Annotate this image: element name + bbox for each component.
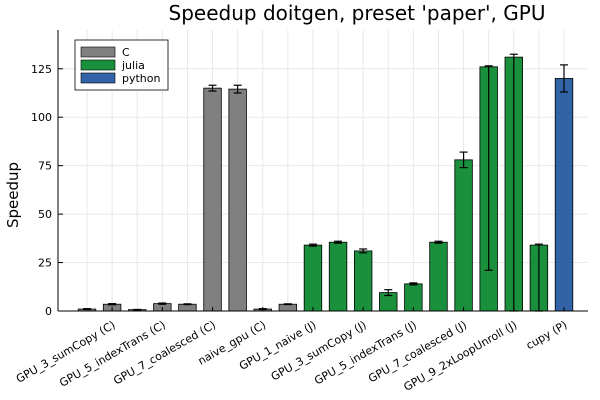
bar <box>454 159 473 312</box>
y-tick-label: 100 <box>31 111 52 124</box>
chart-title: Speedup doitgen, preset 'paper', GPU <box>169 1 546 25</box>
bar <box>228 88 247 312</box>
legend-label: julia <box>121 59 145 72</box>
axes <box>57 30 588 312</box>
legend-label: C <box>122 46 130 59</box>
x-ticks: GPU_3_sumCopy (C)GPU_5_indexTrans (C)GPU… <box>14 307 570 394</box>
y-axis-label: Speedup <box>4 162 22 228</box>
bar <box>303 244 323 312</box>
legend-swatch <box>80 72 116 84</box>
y-tick-label: 0 <box>45 305 52 318</box>
bar <box>328 241 348 312</box>
bar <box>178 303 197 312</box>
y-tick-label: 25 <box>38 257 52 270</box>
y-tick-label: 50 <box>38 208 52 221</box>
bar <box>278 303 298 312</box>
y-tick-label: 75 <box>38 160 52 173</box>
bar <box>203 87 222 312</box>
bar <box>404 283 423 312</box>
y-ticks: 0 25 50 75 100 125 <box>31 63 63 318</box>
legend-swatch <box>80 46 116 58</box>
y-tick-label: 125 <box>31 63 52 76</box>
bar <box>429 241 448 312</box>
x-tick-label: cupy (P) <box>524 318 570 352</box>
bars <box>77 56 574 312</box>
bar <box>353 250 373 312</box>
legend-label: python <box>122 72 161 85</box>
bar <box>554 78 574 312</box>
legend-swatch <box>80 59 116 71</box>
